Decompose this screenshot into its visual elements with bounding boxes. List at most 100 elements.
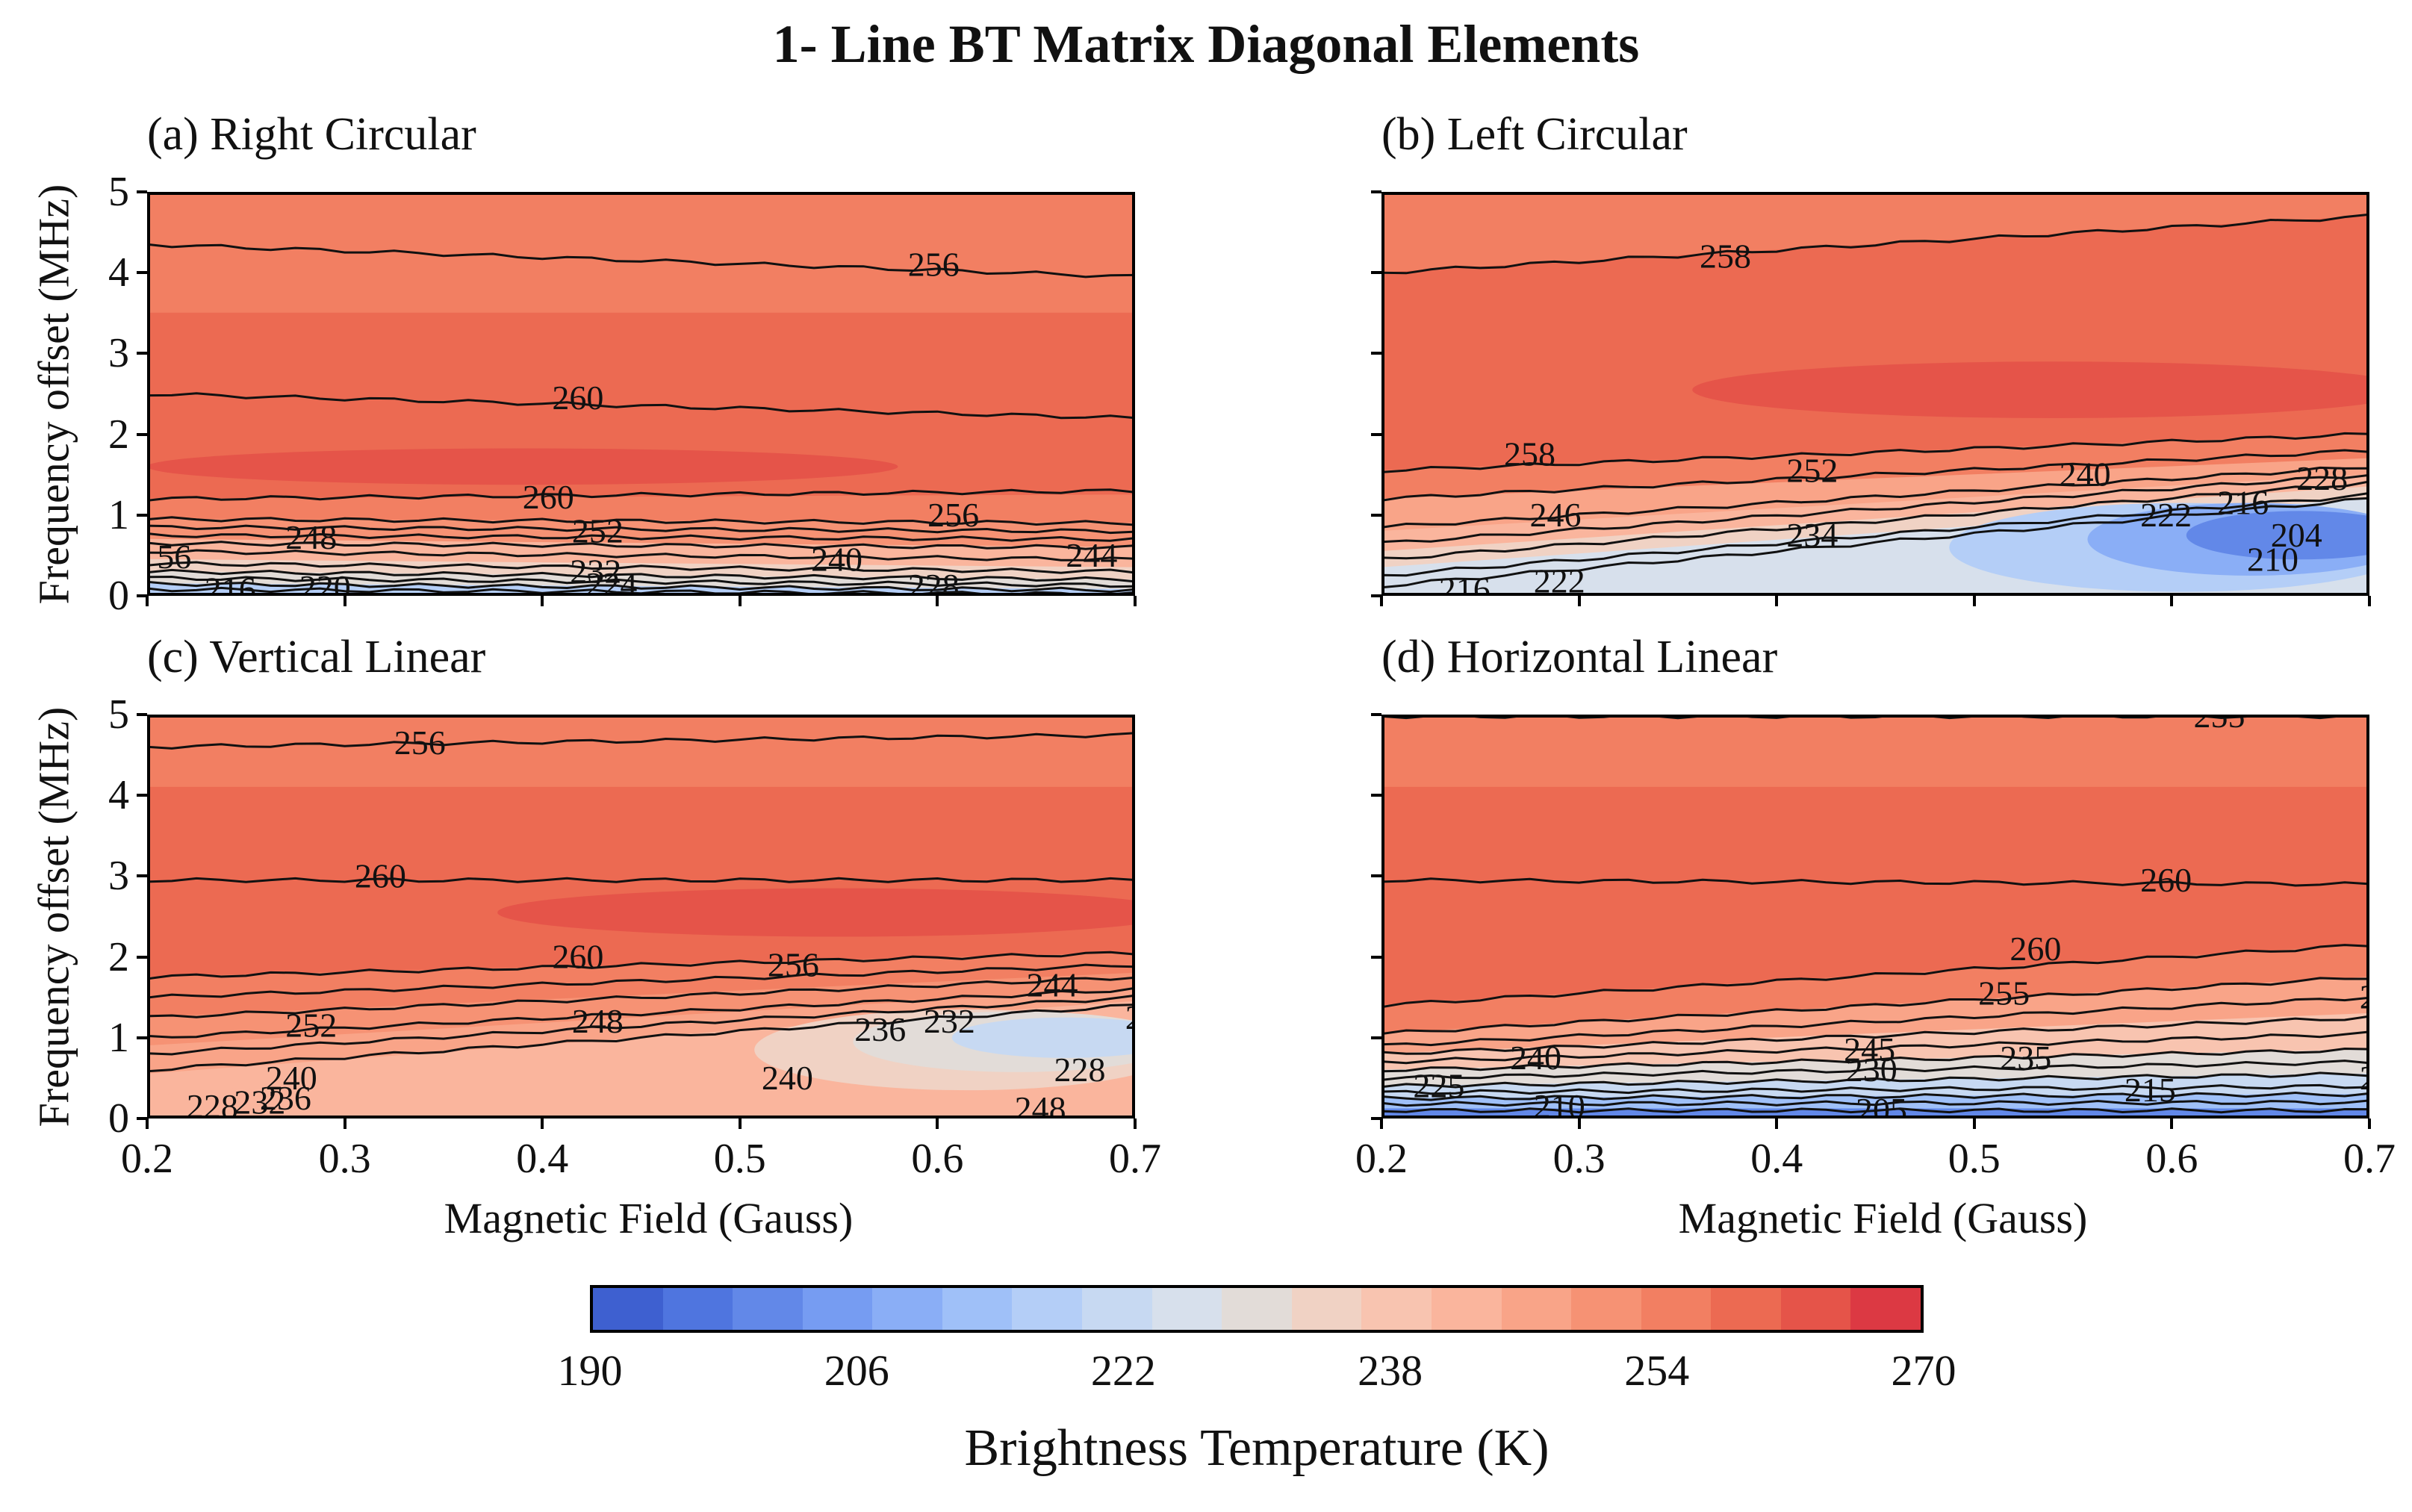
contour-line (147, 541, 1135, 550)
colorbar-segment (1501, 1288, 1572, 1330)
contour-band (1381, 192, 2369, 273)
x-tick (541, 596, 544, 606)
x-tick (1775, 596, 1779, 606)
colorbar-segment (802, 1288, 873, 1330)
contour-line (1381, 491, 2369, 577)
contour-plot: 255 260 260 255 25 245 240 230 235 225 210 205 215 22 (1381, 715, 2369, 1119)
contour-line (147, 561, 1135, 574)
y-tick-label: 1 (108, 1014, 129, 1061)
x-tick-label: 0.7 (1109, 1136, 1161, 1182)
contour-plot: 256 260 260 256 244 252 248 240 236 232 228 240 236 2… (147, 715, 1135, 1119)
contour-blob (147, 448, 898, 485)
x-tick-label: 0.4 (516, 1136, 569, 1182)
colorbar-tick-label: 254 (1624, 1346, 1690, 1395)
contour-label: 25 (2360, 978, 2369, 1016)
contour-line (147, 877, 1135, 883)
contour-label: 258 (1700, 237, 1751, 276)
y-tick-label: 5 (108, 169, 129, 215)
contour-svg: 255 260 260 255 25 245 240 230 235 225 210 205 215 22 (1381, 715, 2369, 1119)
y-tick-label: 3 (108, 330, 129, 377)
contour-label: 236 (260, 1079, 311, 1117)
colorbar-segment (1431, 1288, 1502, 1330)
contour-line (1381, 432, 2369, 473)
figure-title: 1- Line BT Matrix Diagonal Elements (772, 14, 1640, 74)
y-tick-label: 1 (108, 491, 129, 538)
contour-line (147, 986, 1135, 1039)
contour-band (1381, 1012, 2369, 1071)
contour-line (147, 392, 1135, 420)
x-tick-label: 0.5 (1948, 1136, 2001, 1182)
y-tick (137, 190, 147, 193)
contour-label: 228 (908, 567, 960, 596)
colorbar-tick-label: 206 (824, 1346, 889, 1395)
contour-band (147, 494, 1135, 524)
contour-label: 260 (2140, 861, 2192, 899)
y-tick (137, 713, 147, 716)
contour-label: 224 (585, 565, 637, 596)
contour-line (1381, 497, 2369, 589)
contour-band (147, 192, 1135, 314)
x-tick (146, 596, 149, 606)
panel-title: (b) Left Circular (1381, 109, 1688, 160)
x-tick (2368, 1119, 2371, 1129)
panel-title: (a) Right Circular (147, 109, 476, 160)
colorbar-segment (1780, 1288, 1851, 1330)
y-tick (137, 1036, 147, 1039)
x-tick-label: 0.2 (121, 1136, 173, 1182)
y-tick-label: 2 (108, 933, 129, 980)
contour-band (147, 715, 1135, 788)
contour-blob (951, 1017, 1135, 1058)
contour-band (147, 518, 1135, 548)
contour-label: 210 (2247, 540, 2298, 578)
contour-label: 215 (2125, 1071, 2176, 1109)
colorbar-segment (1291, 1288, 1362, 1330)
contour-label: 204 (2271, 516, 2322, 554)
contour-line (147, 951, 1135, 980)
contour-line (147, 963, 1135, 999)
contour-blob (147, 1088, 365, 1117)
colorbar-segment (872, 1288, 942, 1330)
contour-line (1381, 1107, 2369, 1114)
x-tick (1577, 596, 1581, 606)
y-tick (1371, 713, 1381, 716)
colorbar-tick-label: 222 (1090, 1346, 1156, 1395)
x-axis-label: Magnetic Field (Gauss) (1678, 1194, 2088, 1242)
contour-label: 240 (1510, 1039, 1561, 1077)
colorbar-segment (1222, 1288, 1292, 1330)
y-tick-label: 2 (108, 411, 129, 458)
contour-line (1381, 1030, 2369, 1065)
contour-label: 228 (2296, 459, 2348, 497)
contour-label: 228 (1054, 1051, 1106, 1089)
contour-label: 256 (908, 245, 960, 283)
contour-label: 260 (2010, 930, 2061, 968)
x-tick (738, 596, 742, 606)
contour-line (1381, 1047, 2369, 1073)
colorbar-segment (1082, 1288, 1152, 1330)
x-tick (1380, 1119, 1383, 1129)
y-tick-label: 4 (108, 772, 129, 819)
x-tick (936, 596, 939, 606)
contour-label: 216 (2217, 484, 2269, 522)
x-tick-label: 0.7 (2343, 1136, 2396, 1182)
y-tick-label: 0 (108, 1095, 129, 1142)
contour-label: 235 (2000, 1039, 2051, 1077)
x-tick (1134, 596, 1137, 606)
y-tick (1371, 1117, 1381, 1120)
contour-line (1381, 877, 2369, 887)
colorbar-segment (1641, 1288, 1712, 1330)
x-tick (343, 1119, 346, 1129)
x-tick (1134, 1119, 1137, 1129)
contour-plot: 258 258 252 240 228 246 234 222 216 210 204 216 222 (1381, 192, 2369, 596)
contour-label: 246 (1529, 496, 1581, 534)
contour-line (147, 1004, 1135, 1073)
y-tick (1371, 271, 1381, 275)
contour-label: 260 (552, 379, 603, 417)
x-tick (1972, 1119, 1976, 1129)
contour-label: 245 (1844, 1030, 1895, 1068)
contour-label: 252 (1786, 451, 1838, 489)
contour-band (1381, 474, 2369, 552)
colorbar-tick-label: 270 (1891, 1346, 1956, 1395)
y-tick (1371, 594, 1381, 597)
contour-blob (1692, 361, 2369, 418)
contour-label: 210 (1534, 1087, 1585, 1119)
